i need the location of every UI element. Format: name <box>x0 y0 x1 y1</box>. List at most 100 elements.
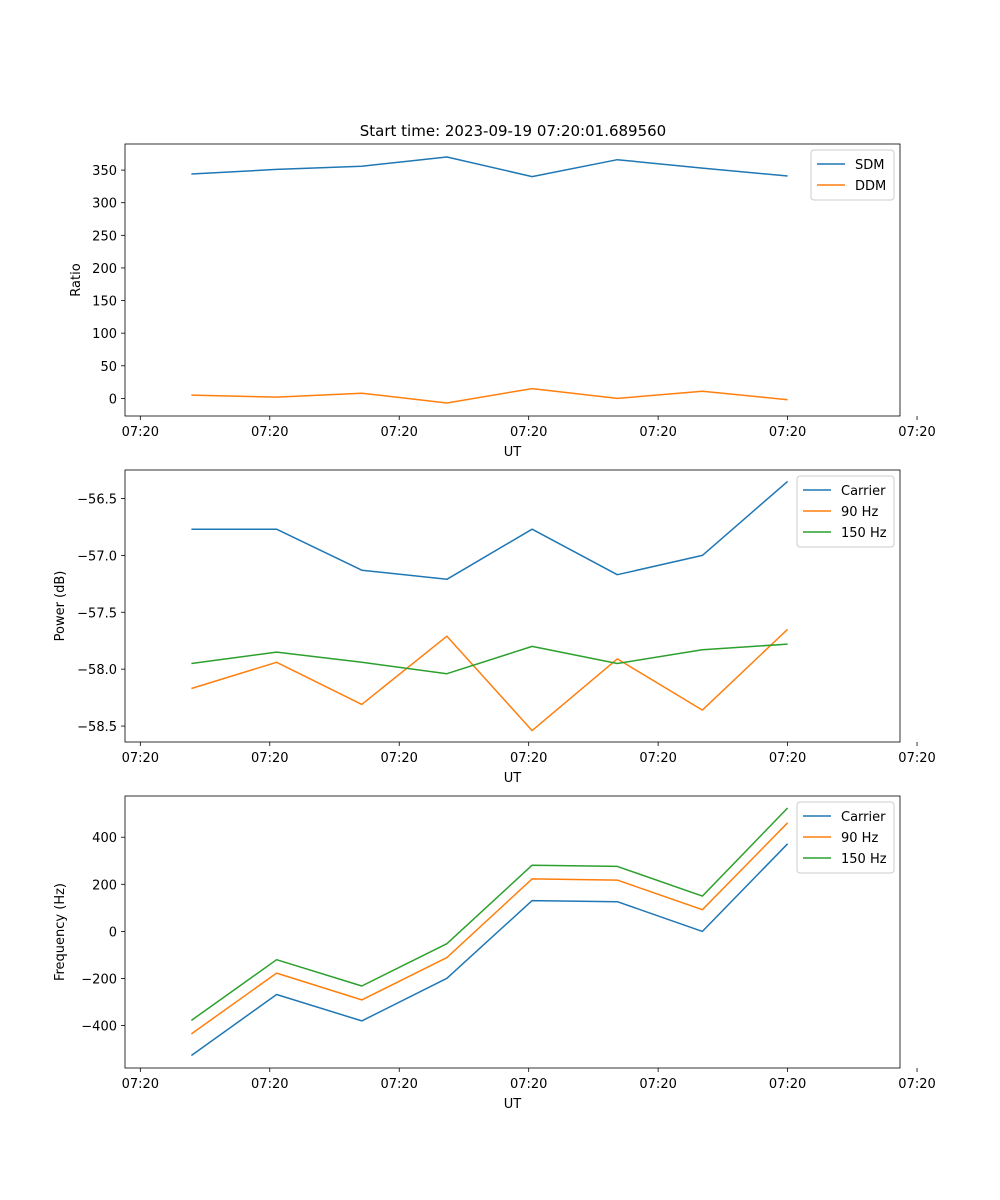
ratio-data-point <box>702 167 704 169</box>
ratio-legend-label: SDM <box>855 158 884 173</box>
ratio-x-tick-label: 07:20 <box>251 425 288 440</box>
frequency-x-tick-label: 07:20 <box>251 1077 288 1092</box>
frequency-data-point <box>276 994 278 996</box>
power-data-point <box>446 578 448 580</box>
ratio-panel: 07:20 07:20 07:20 07:20 07:20 07:20 07:20 0 50 10… <box>69 143 936 460</box>
frequency-data-point <box>702 909 704 911</box>
power-x-tick-label: 07:20 <box>639 751 676 766</box>
frequency-data-point <box>191 1020 193 1022</box>
ratio-data-point <box>616 398 618 400</box>
ratio-data-point <box>616 159 618 161</box>
ratio-axes-frame <box>124 143 901 417</box>
frequency-y-axis-label: Frequency (Hz) <box>53 883 68 981</box>
ratio-x-tick-label: 07:20 <box>639 425 676 440</box>
frequency-series-line-carrier <box>190 843 789 1057</box>
frequency-data-point <box>702 895 704 897</box>
power-x-tick-label: 07:20 <box>251 751 288 766</box>
power-legend-box <box>796 475 895 548</box>
power-data-point <box>787 629 789 631</box>
frequency-series-line-90-hz <box>190 822 789 1035</box>
power-x-tick-label: 07:20 <box>769 751 806 766</box>
power-panel: 07:20 07:20 07:20 07:20 07:20 07:20 07:20 −56.5… <box>53 469 936 786</box>
ratio-y-axis-label: Ratio <box>69 263 84 296</box>
frequency-data-point <box>361 999 363 1001</box>
power-data-point <box>787 643 789 645</box>
frequency-data-point <box>616 879 618 881</box>
figure-title: Start time: 2023-09-19 07:20:01.689560 <box>360 122 666 140</box>
power-x-tick-label: 07:20 <box>380 751 417 766</box>
ratio-data-point <box>446 156 448 158</box>
ratio-data-point <box>531 388 533 390</box>
power-legend-label: Carrier <box>841 484 886 499</box>
ratio-y-tick-label: 50 <box>100 360 117 375</box>
frequency-x-tick-label: 07:20 <box>898 1077 935 1092</box>
ratio-data-point <box>361 392 363 394</box>
power-y-tick-label: −58.5 <box>77 720 117 735</box>
frequency-axes-frame <box>124 795 901 1069</box>
power-data-point <box>191 663 193 665</box>
frequency-x-tick-label: 07:20 <box>510 1077 547 1092</box>
frequency-data-point <box>361 1020 363 1022</box>
frequency-data-point <box>531 878 533 880</box>
ratio-y-tick-label: 350 <box>92 164 117 179</box>
ratio-y-tick-label: 0 <box>109 392 117 407</box>
ratio-data-point <box>787 399 789 401</box>
power-data-point <box>276 662 278 664</box>
ratio-data-point <box>191 173 193 175</box>
frequency-data-point <box>616 901 618 903</box>
frequency-panel: 07:20 07:20 07:20 07:20 07:20 07:20 07:20 −400 −… <box>53 795 936 1112</box>
frequency-y-tick-label: −200 <box>81 973 117 988</box>
ratio-y-tick-label: 300 <box>92 197 117 212</box>
ratio-y-tick-label: 100 <box>92 327 117 342</box>
frequency-x-tick-label: 07:20 <box>769 1077 806 1092</box>
frequency-data-point <box>446 977 448 979</box>
ratio-data-point <box>446 402 448 404</box>
power-data-point <box>361 704 363 706</box>
power-legend-label: 150 Hz <box>841 526 887 541</box>
power-data-point <box>616 574 618 576</box>
power-data-point <box>702 649 704 651</box>
power-y-tick-label: −57.5 <box>77 606 117 621</box>
frequency-data-point <box>446 943 448 945</box>
ratio-x-tick-label: 07:20 <box>769 425 806 440</box>
ratio-x-tick-label: 07:20 <box>510 425 547 440</box>
power-data-point <box>276 651 278 653</box>
frequency-x-tick-label: 07:20 <box>639 1077 676 1092</box>
power-data-point <box>702 709 704 711</box>
frequency-data-point <box>276 959 278 961</box>
power-data-point <box>446 673 448 675</box>
frequency-data-point <box>616 866 618 868</box>
ratio-series-line-sdm <box>191 156 788 178</box>
power-data-point <box>531 528 533 530</box>
ratio-data-point <box>191 394 193 396</box>
frequency-data-point <box>446 957 448 959</box>
ratio-data-point <box>787 175 789 177</box>
power-x-tick-label: 07:20 <box>122 751 159 766</box>
frequency-y-tick-label: 400 <box>92 831 117 846</box>
frequency-x-tick-label: 07:20 <box>380 1077 417 1092</box>
frequency-data-point <box>191 1033 193 1035</box>
frequency-data-point <box>531 900 533 902</box>
ratio-legend-label: DDM <box>855 179 886 194</box>
power-legend-label: 90 Hz <box>841 505 878 520</box>
ratio-legend-box <box>810 149 895 201</box>
frequency-data-point <box>191 1055 193 1057</box>
frequency-legend-label: 90 Hz <box>841 831 878 846</box>
power-y-tick-label: −57.0 <box>77 549 117 564</box>
power-data-point <box>531 646 533 648</box>
frequency-legend-label: 150 Hz <box>841 852 887 867</box>
frequency-data-point <box>702 931 704 933</box>
ratio-data-point <box>276 169 278 171</box>
power-data-point <box>276 528 278 530</box>
ratio-y-tick-label: 200 <box>92 262 117 277</box>
frequency-data-point <box>787 843 789 845</box>
frequency-x-axis-label: UT <box>504 1097 522 1112</box>
frequency-data-point <box>276 972 278 974</box>
frequency-legend-label: Carrier <box>841 810 886 825</box>
power-y-tick-label: −58.0 <box>77 663 117 678</box>
ratio-series-line-ddm <box>191 387 788 404</box>
power-data-point <box>702 555 704 557</box>
ratio-x-tick-label: 07:20 <box>898 425 935 440</box>
frequency-x-tick-label: 07:20 <box>122 1077 159 1092</box>
